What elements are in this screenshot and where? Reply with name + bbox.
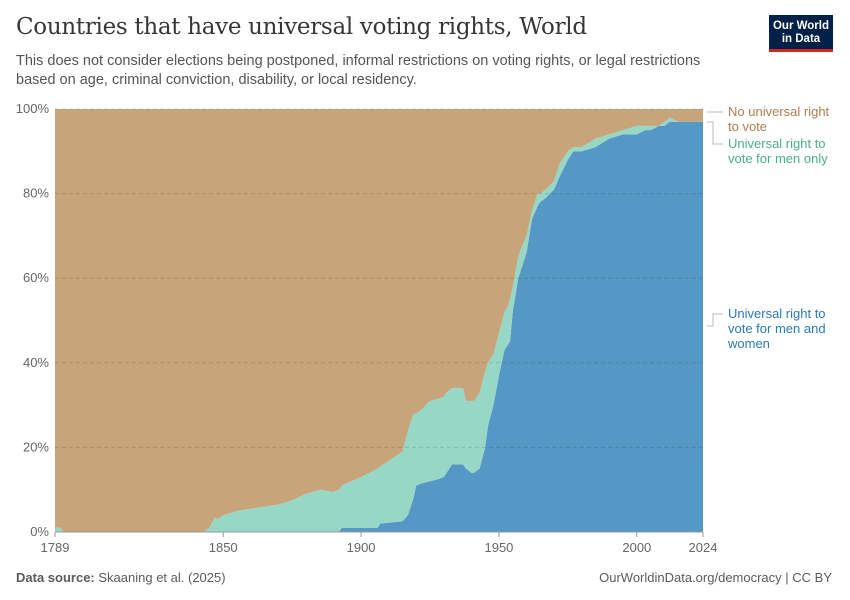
y-tick-label: 40% <box>23 355 49 370</box>
owid-logo[interactable]: Our World in Data <box>769 15 833 52</box>
x-tick-label: 2000 <box>622 540 651 555</box>
footer-url[interactable]: OurWorldinData.org/democracy | CC BY <box>599 570 832 585</box>
source-text[interactable]: Skaaning et al. (2025) <box>98 570 226 585</box>
label-men-and-women-connector <box>707 313 723 327</box>
label-no-right: to vote <box>728 119 767 134</box>
x-tick-label: 1850 <box>209 540 238 555</box>
label-men-and-women: vote for men and <box>728 321 826 336</box>
x-tick-label: 1950 <box>484 540 513 555</box>
chart-title: Countries that have universal voting rig… <box>16 14 587 40</box>
source-label: Data source: <box>16 570 95 585</box>
x-tick-label: 2024 <box>689 540 718 555</box>
chart-subtitle: This does not consider elections being p… <box>16 53 701 88</box>
x-tick-label: 1900 <box>347 540 376 555</box>
y-tick-label: 60% <box>23 270 49 285</box>
data-source: Data source: Skaaning et al. (2025) <box>16 570 226 585</box>
label-men-and-women: Universal right to <box>728 306 826 321</box>
y-tick-label: 0% <box>30 524 49 539</box>
area-no-right <box>55 109 703 532</box>
label-no-right: No universal right <box>728 104 830 119</box>
label-men-only-connector <box>707 121 723 145</box>
y-tick-label: 20% <box>23 439 49 454</box>
label-men-only: vote for men only <box>728 151 828 166</box>
logo-text: Our World in Data <box>772 20 829 45</box>
label-men-only: Universal right to <box>728 136 826 151</box>
y-tick-label: 80% <box>23 186 49 201</box>
area-chart: 0% 20% 40% 60% 80% 100% 1789 1850 1900 1950 2000 20… <box>16 101 830 555</box>
label-men-and-women: women <box>727 336 770 351</box>
area-men-and-women <box>55 121 703 532</box>
y-tick-label: 100% <box>16 101 50 116</box>
x-tick-label: 1789 <box>41 540 70 555</box>
